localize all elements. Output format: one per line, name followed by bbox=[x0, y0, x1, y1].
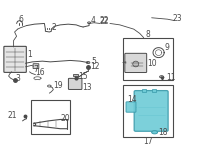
Text: 16: 16 bbox=[35, 68, 45, 77]
Text: 1: 1 bbox=[28, 50, 32, 59]
Text: 5: 5 bbox=[91, 57, 96, 66]
Text: 11: 11 bbox=[166, 73, 175, 82]
Text: 22: 22 bbox=[99, 17, 109, 26]
Text: 8: 8 bbox=[146, 30, 151, 39]
Text: 2: 2 bbox=[51, 22, 56, 31]
Text: 9: 9 bbox=[165, 43, 169, 52]
Text: 3: 3 bbox=[16, 74, 20, 83]
FancyBboxPatch shape bbox=[68, 78, 82, 90]
Text: 4: 4 bbox=[91, 16, 96, 25]
Bar bbox=[73, 74, 78, 76]
FancyBboxPatch shape bbox=[126, 102, 136, 112]
Text: 18: 18 bbox=[159, 128, 168, 137]
FancyBboxPatch shape bbox=[4, 46, 26, 72]
Bar bbox=[123, 85, 173, 137]
Ellipse shape bbox=[88, 22, 91, 24]
Text: 14: 14 bbox=[127, 95, 136, 104]
Text: 22: 22 bbox=[99, 16, 109, 25]
Ellipse shape bbox=[133, 61, 139, 67]
Text: 19: 19 bbox=[53, 81, 63, 90]
Text: 15: 15 bbox=[78, 72, 88, 81]
FancyBboxPatch shape bbox=[134, 91, 168, 131]
Ellipse shape bbox=[160, 76, 164, 78]
Bar bbox=[152, 89, 156, 92]
Text: 12: 12 bbox=[90, 62, 100, 71]
FancyBboxPatch shape bbox=[125, 53, 147, 72]
Text: 13: 13 bbox=[82, 83, 92, 92]
FancyBboxPatch shape bbox=[33, 64, 39, 69]
Ellipse shape bbox=[152, 131, 158, 134]
Text: 23: 23 bbox=[172, 14, 182, 23]
Text: 7: 7 bbox=[33, 65, 38, 74]
Text: 21: 21 bbox=[7, 111, 17, 120]
Bar bbox=[31, 100, 70, 134]
Text: 20: 20 bbox=[60, 113, 70, 123]
Text: 6: 6 bbox=[18, 15, 23, 24]
Text: 17: 17 bbox=[143, 137, 153, 146]
Bar bbox=[142, 89, 146, 92]
Text: 10: 10 bbox=[148, 59, 157, 68]
Bar bbox=[123, 38, 173, 80]
Ellipse shape bbox=[86, 61, 90, 64]
